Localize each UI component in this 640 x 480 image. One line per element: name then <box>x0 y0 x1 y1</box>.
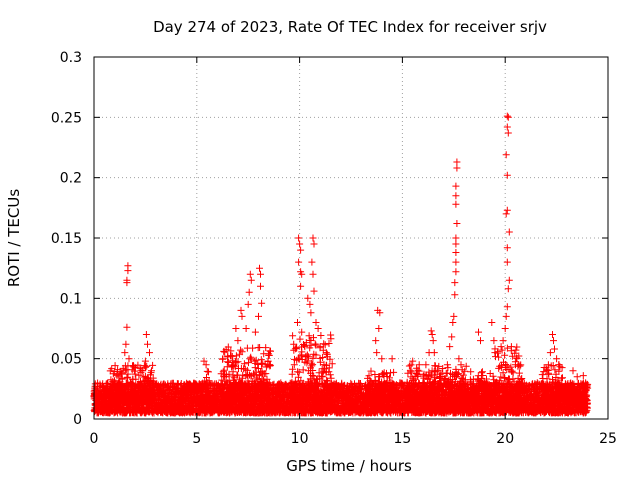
data-points <box>90 112 592 417</box>
